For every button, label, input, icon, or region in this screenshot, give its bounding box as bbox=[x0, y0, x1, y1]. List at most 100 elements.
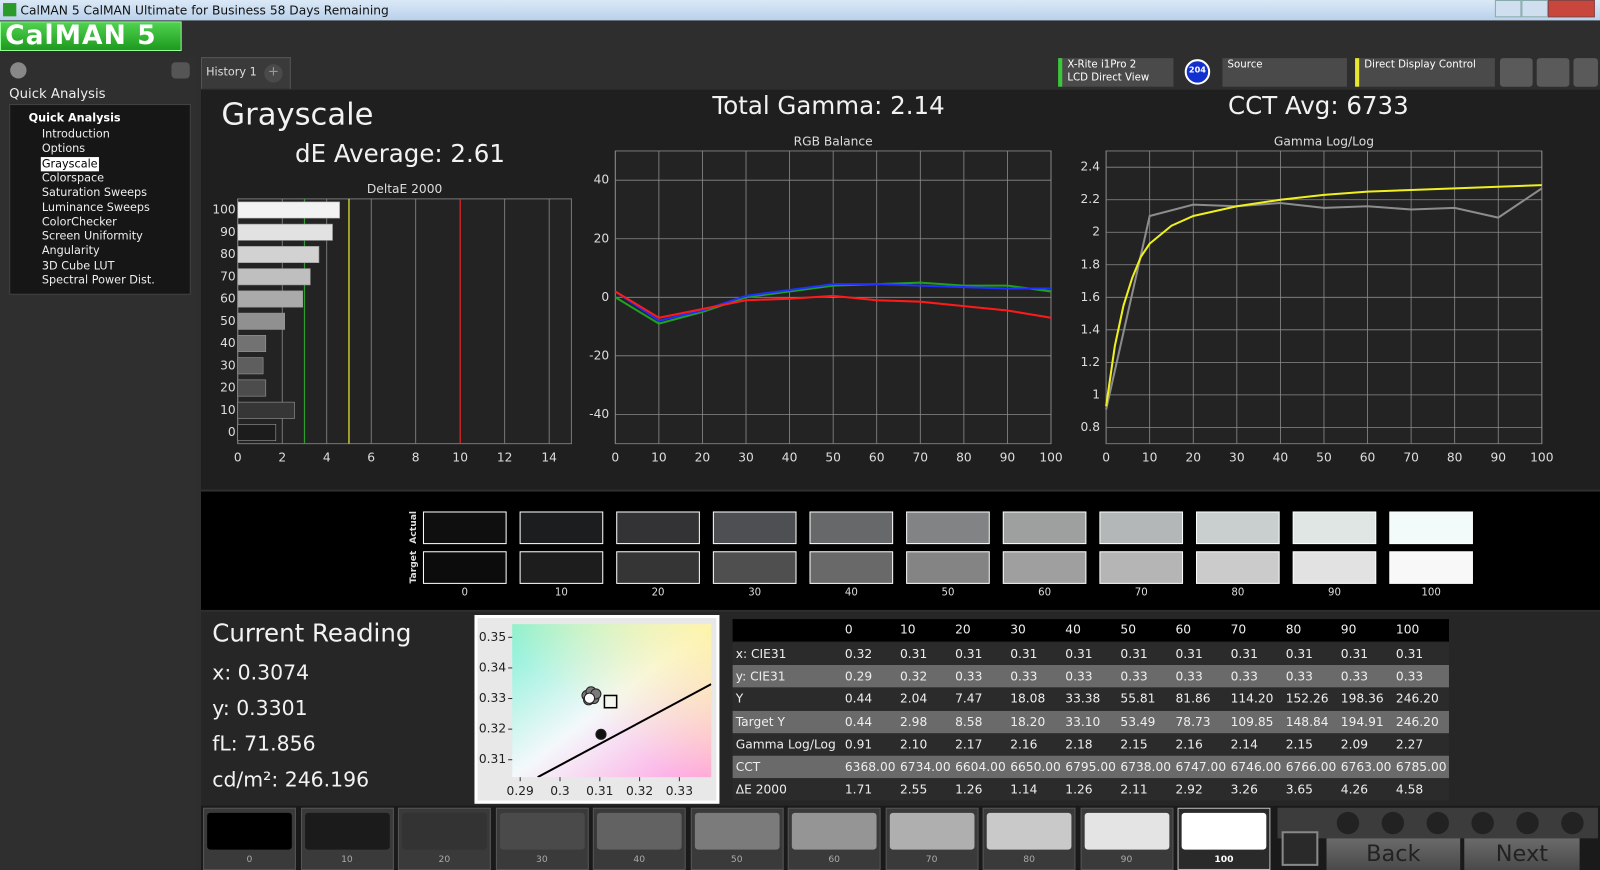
column-header: 20 bbox=[955, 622, 971, 637]
logo[interactable]: CalMAN 5 bbox=[5, 20, 157, 51]
table-cell: 4.58 bbox=[1395, 782, 1424, 797]
tree-item[interactable]: Screen Uniformity bbox=[41, 229, 143, 243]
column-header: 10 bbox=[899, 622, 916, 637]
tree-item[interactable]: Grayscale bbox=[40, 156, 99, 171]
settings-button[interactable] bbox=[1499, 58, 1533, 87]
tab-add-circle[interactable] bbox=[264, 64, 283, 83]
table-cell: 109.85 bbox=[1230, 714, 1274, 729]
meter-name[interactable]: X-Rite i1Pro 2 bbox=[1067, 59, 1137, 71]
x-tick-label: 50 bbox=[1316, 450, 1332, 464]
tree-item[interactable]: ColorChecker bbox=[41, 214, 117, 229]
maximize-button[interactable] bbox=[1521, 0, 1548, 18]
column-header: 50 bbox=[1120, 622, 1136, 637]
tab-add[interactable]: + bbox=[267, 64, 280, 80]
actual-swatch bbox=[1196, 511, 1280, 545]
logo-box[interactable] bbox=[0, 21, 182, 51]
tree-item[interactable]: 3D Cube LUT bbox=[41, 258, 115, 272]
y-tick-label: 1.2 bbox=[1081, 355, 1100, 369]
table-cell: 0.44 bbox=[844, 714, 873, 729]
table-cell: 0.33 bbox=[955, 669, 983, 684]
x-tick-label: 60 bbox=[869, 450, 885, 464]
table-cell: 1.26 bbox=[955, 782, 983, 797]
row-label: Gamma Log/Log bbox=[735, 737, 836, 752]
badge: 204 bbox=[1188, 65, 1206, 75]
table-row bbox=[732, 733, 1449, 756]
tree-item[interactable]: Spectral Power Dist. bbox=[41, 273, 155, 287]
display-label[interactable]: Direct Display Control bbox=[1364, 59, 1476, 71]
control-button[interactable] bbox=[1426, 811, 1449, 835]
table-cell: 0.33 bbox=[1010, 669, 1038, 684]
bar bbox=[237, 357, 264, 375]
sidebar-pin[interactable] bbox=[10, 62, 27, 79]
tree-item[interactable]: Angularity bbox=[41, 244, 100, 258]
bar bbox=[237, 290, 304, 308]
tab-label[interactable]: History 1 bbox=[206, 65, 257, 79]
target-swatch bbox=[1002, 551, 1087, 584]
control-button[interactable] bbox=[1336, 811, 1360, 835]
patch-color bbox=[596, 812, 682, 850]
x-tick-label: 0.32 bbox=[626, 784, 653, 798]
bar bbox=[237, 379, 267, 397]
tree-item[interactable]: Introduction bbox=[41, 127, 110, 141]
x-tick-label: 10 bbox=[1142, 450, 1158, 464]
meter-box[interactable] bbox=[1058, 58, 1174, 87]
meter-mode[interactable]: LCD Direct View bbox=[1067, 72, 1150, 84]
table-cell: 6746.00 bbox=[1230, 759, 1282, 775]
bar bbox=[237, 312, 285, 330]
actual-swatch bbox=[712, 511, 797, 545]
control-button[interactable] bbox=[1471, 811, 1494, 835]
y-tick-label: 100 bbox=[212, 203, 235, 217]
table-cell: 6747.00 bbox=[1175, 759, 1227, 775]
tree-item[interactable]: Options bbox=[41, 142, 86, 156]
x-tick-label: 0 bbox=[1102, 450, 1110, 464]
tree-root[interactable]: Quick Analysis bbox=[28, 111, 121, 125]
tree-item[interactable]: Luminance Sweeps bbox=[41, 200, 150, 214]
x-tick-label: 100 bbox=[1039, 450, 1062, 464]
target-point bbox=[603, 694, 618, 709]
source-label[interactable]: Source bbox=[1227, 59, 1263, 71]
y-tick-label: 2.4 bbox=[1081, 160, 1101, 174]
tree-item[interactable]: Saturation Sweeps bbox=[41, 185, 148, 200]
stop-button[interactable] bbox=[1281, 831, 1319, 866]
sidebar-collapse[interactable] bbox=[171, 62, 190, 79]
display-box[interactable] bbox=[1355, 58, 1495, 87]
table-cell: 18.20 bbox=[1010, 714, 1046, 729]
table-cell: 0.31 bbox=[899, 646, 928, 661]
y-tick-label: -40 bbox=[589, 407, 609, 421]
table-cell: 2.92 bbox=[1175, 782, 1203, 797]
table-cell: 6785.00 bbox=[1395, 759, 1447, 775]
panel-button[interactable] bbox=[1573, 58, 1598, 87]
series-line bbox=[614, 281, 1052, 325]
control-button[interactable] bbox=[1561, 811, 1584, 835]
control-button[interactable] bbox=[1381, 811, 1405, 835]
y-tick-label: 50 bbox=[220, 314, 236, 328]
patch-label: 0 bbox=[246, 854, 253, 865]
patch-label: 50 bbox=[730, 854, 743, 865]
back-button[interactable]: Back bbox=[1326, 838, 1461, 870]
next-button[interactable]: Next bbox=[1464, 838, 1580, 870]
table-cell: 6734.00 bbox=[899, 759, 951, 775]
badge-circle[interactable] bbox=[1184, 59, 1211, 85]
swatch-label: 10 bbox=[555, 588, 568, 599]
help-button[interactable] bbox=[1536, 58, 1570, 87]
table-cell: 6650.00 bbox=[1010, 759, 1061, 775]
control-button[interactable] bbox=[1516, 811, 1539, 835]
target-swatch bbox=[422, 551, 507, 584]
swatch-label: 0 bbox=[462, 588, 468, 599]
minimize-button[interactable] bbox=[1494, 0, 1522, 18]
sidebar-heading: Quick Analysis bbox=[9, 86, 106, 102]
bar bbox=[237, 246, 320, 263]
x-tick-label: 6 bbox=[367, 450, 375, 464]
table-cell: 2.55 bbox=[899, 782, 928, 797]
source-box[interactable] bbox=[1222, 58, 1347, 87]
tree-item[interactable]: Colorspace bbox=[41, 171, 105, 185]
bar bbox=[237, 401, 295, 419]
patch-label: 30 bbox=[535, 854, 548, 865]
close-button[interactable] bbox=[1547, 0, 1595, 18]
table-cell: 0.31 bbox=[1230, 646, 1258, 661]
y-tick-label: 40 bbox=[594, 173, 610, 187]
patch-label: 70 bbox=[925, 854, 938, 865]
x-tick-label: 2 bbox=[278, 450, 286, 464]
